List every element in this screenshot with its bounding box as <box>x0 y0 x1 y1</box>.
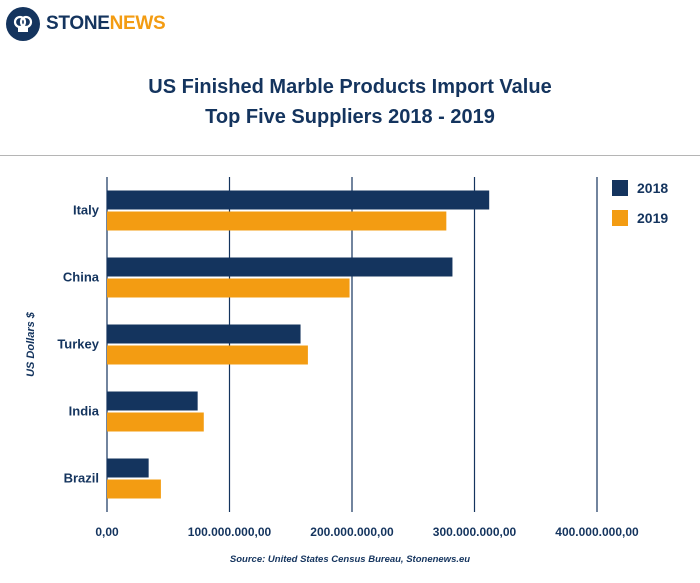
legend-swatch-2018 <box>612 180 628 196</box>
x-tick-label: 300.000.000,00 <box>433 525 517 539</box>
category-label: Turkey <box>57 337 99 352</box>
bar-2018-italy <box>107 190 490 210</box>
chart-title-line2: Top Five Suppliers 2018 - 2019 <box>205 106 495 128</box>
bar-2019-india <box>107 412 204 432</box>
category-label: Brazil <box>64 471 99 486</box>
bar-2019-italy <box>107 211 447 231</box>
category-label: Italy <box>73 203 100 218</box>
stone-news-logo-icon <box>6 7 40 41</box>
bar-2018-china <box>107 257 453 277</box>
x-tick-label: 200.000.000,00 <box>310 525 394 539</box>
bar-2018-turkey <box>107 324 301 344</box>
source-note: Source: United States Census Bureau, Sto… <box>229 554 471 565</box>
x-tick-label: 0,00 <box>95 525 119 539</box>
legend-label: 2019 <box>637 210 668 226</box>
logo-text-news: NEWS <box>109 13 166 34</box>
bar-2019-turkey <box>107 345 308 365</box>
category-label: China <box>63 270 100 285</box>
bar-2019-china <box>107 278 350 298</box>
legend-swatch-2019 <box>612 210 628 226</box>
bar-2019-brazil <box>107 479 161 499</box>
divider <box>0 155 700 156</box>
category-label: India <box>69 404 100 419</box>
x-tick-label: 400.000.000,00 <box>555 525 639 539</box>
legend-label: 2018 <box>637 180 668 196</box>
x-tick-label: 100.000.000,00 <box>188 525 272 539</box>
chart-title-line1: US Finished Marble Products Import Value <box>148 76 552 98</box>
y-axis-label: US Dollars $ <box>25 311 37 377</box>
chart-title: US Finished Marble Products Import Value… <box>0 72 700 132</box>
logo: STONENEWS <box>6 6 166 42</box>
bar-2018-india <box>107 391 198 411</box>
logo-wordmark: STONENEWS <box>46 13 166 35</box>
bar-2018-brazil <box>107 458 149 478</box>
logo-text-stone: STONE <box>46 13 110 34</box>
